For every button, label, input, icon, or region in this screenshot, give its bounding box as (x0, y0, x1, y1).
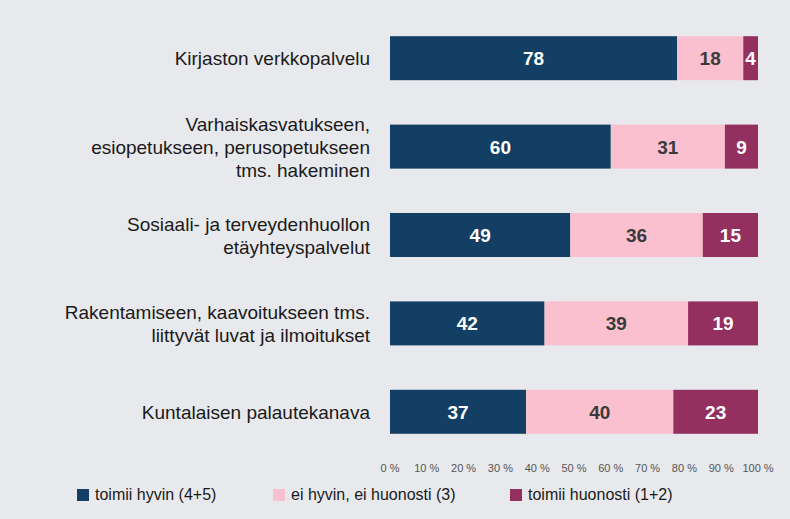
tick-label: 50 % (561, 462, 586, 474)
data-label: 36 (626, 225, 647, 246)
category-label: Sosiaali- ja terveydenhuollonetäyhteyspa… (127, 214, 371, 258)
data-label: 39 (606, 313, 627, 334)
legend-swatch (510, 489, 522, 501)
bar-segment (390, 390, 526, 434)
bar-segment (743, 36, 758, 80)
tick-label: 60 % (598, 462, 623, 474)
data-label: 23 (705, 402, 726, 423)
data-label: 42 (457, 313, 478, 334)
tick-label: 70 % (635, 462, 660, 474)
category-label: Varhaiskasvatukseen,esiopetukseen, perus… (91, 114, 370, 181)
data-label: 31 (657, 137, 679, 158)
data-label: 78 (523, 48, 544, 69)
tick-label: 90 % (709, 462, 734, 474)
bar-segment (390, 36, 677, 80)
tick-label: 30 % (488, 462, 513, 474)
tick-label: 80 % (672, 462, 697, 474)
data-label: 4 (745, 48, 756, 69)
bar-segment (725, 125, 758, 169)
data-label: 18 (700, 48, 721, 69)
data-label: 37 (448, 402, 469, 423)
data-label: 9 (736, 137, 747, 158)
bar-segment (703, 213, 758, 257)
category-labels: Kirjaston verkkopalvelu Varhaiskasvatukse… (65, 48, 371, 423)
data-labels: 78 18 4 60 31 9 49 36 15 42 39 19 37 40 23 (448, 48, 757, 423)
bar-segment (688, 301, 758, 345)
tick-label: 10 % (414, 462, 439, 474)
tick-label: 0 % (381, 462, 400, 474)
category-label: Kuntalaisen palautekanava (142, 402, 371, 423)
legend-swatch (77, 489, 89, 501)
bar-segment (677, 36, 743, 80)
legend-label: toimii huonosti (1+2) (528, 486, 673, 503)
data-label: 40 (589, 402, 610, 423)
legend-label: ei hyvin, ei huonosti (3) (291, 486, 456, 503)
bar-segment (390, 213, 570, 257)
legend: toimii hyvin (4+5) ei hyvin, ei huonosti … (77, 486, 673, 503)
chart: 78 18 4 60 31 9 49 36 15 42 39 19 37 40 23 Kirjaston ve… (0, 0, 790, 519)
tick-label: 100 % (742, 462, 773, 474)
bar-segment (390, 301, 545, 345)
tick-label: 20 % (451, 462, 476, 474)
data-label: 49 (470, 225, 491, 246)
bar-segment (390, 125, 611, 169)
data-label: 15 (720, 225, 742, 246)
legend-label: toimii hyvin (4+5) (95, 486, 216, 503)
bar-segment (673, 390, 758, 434)
bar-segment (570, 213, 702, 257)
data-label: 60 (490, 137, 511, 158)
bar-segment (611, 125, 725, 169)
category-label: Rakentamiseen, kaavoitukseen tms.liittyv… (65, 302, 371, 346)
category-label: Kirjaston verkkopalvelu (175, 48, 370, 69)
tick-label: 40 % (525, 462, 550, 474)
bars (390, 36, 758, 434)
bar-segment (526, 390, 673, 434)
bar-segment (545, 301, 689, 345)
x-axis: 0 % 10 % 20 % 30 % 40 % 50 % 60 % 70 % 80 % 90 % 1… (381, 456, 774, 474)
legend-swatch (273, 489, 285, 501)
data-label: 19 (712, 313, 733, 334)
